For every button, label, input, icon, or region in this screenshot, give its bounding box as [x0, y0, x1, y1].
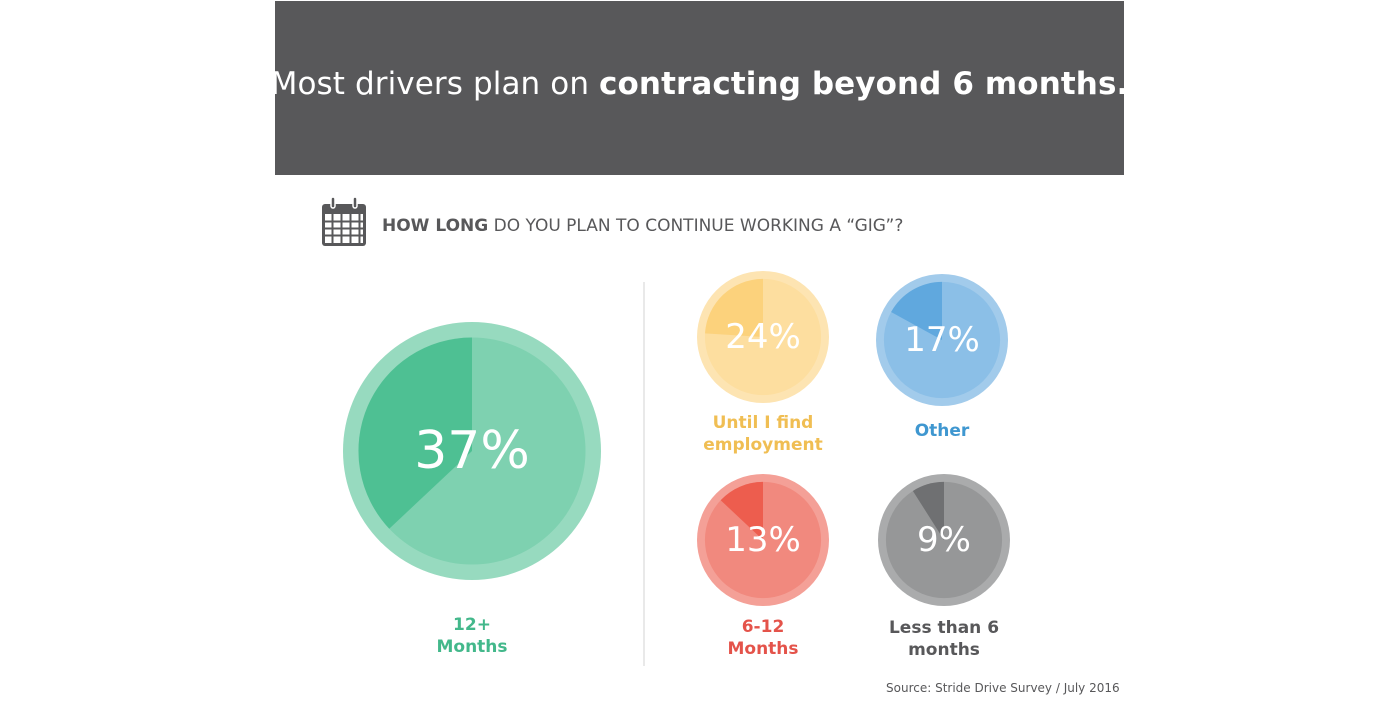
question-rest: DO YOU PLAN TO CONTINUE WORKING A “GIG”? [488, 216, 904, 236]
category-label-line: months [908, 640, 980, 660]
data-label-less-than-6-months: 9% [917, 520, 971, 560]
title-bold: contracting beyond 6 months. [599, 66, 1129, 102]
category-label-other: Other [915, 420, 970, 442]
category-label-line: employment [703, 435, 823, 455]
bubble-12-months [343, 322, 601, 580]
category-label-line: Until I find [712, 413, 814, 433]
bubble-other [876, 274, 1008, 406]
category-label-line: Months [436, 637, 508, 657]
category-label-line: Other [914, 421, 970, 441]
category-label-12-months: 12+ Months [436, 614, 507, 658]
survey-question: HOW LONG DO YOU PLAN TO CONTINUE WORKING… [382, 216, 903, 236]
category-label-line: Less than 6 [888, 618, 1000, 638]
data-label-other: 17% [904, 320, 980, 360]
category-label-line: 12+ [453, 615, 491, 635]
header-banner: Most drivers plan on contracting beyond … [271, 1, 1128, 175]
data-label-until-i-find-employment: 24% [725, 317, 801, 357]
title-regular: Most drivers plan on [270, 66, 600, 102]
source-note: Source: Stride Drive Survey / July 2016 [886, 681, 1120, 695]
pie-slice [912, 481, 944, 540]
category-label-line: Months [727, 639, 799, 659]
divider [643, 282, 645, 666]
bubble-until-i-find-employment [697, 271, 829, 403]
pie-slice [891, 281, 942, 340]
category-label-less-than-6-months: Less than 6 months [889, 617, 999, 661]
category-label-line: 6-12 [741, 617, 785, 637]
pie-slice [358, 337, 472, 529]
bubble-6-12-months [697, 474, 829, 606]
page-title: Most drivers plan on contracting beyond … [271, 66, 1129, 110]
pie-slice [705, 278, 763, 337]
question-bold: HOW LONG [382, 216, 489, 236]
bubble-less-than-6-months [878, 474, 1010, 606]
category-label-6-12-months: 6-12 Months [727, 616, 798, 660]
calendar-icon [322, 196, 366, 246]
category-label-until-i-find-employment: Until I find employment [703, 412, 822, 456]
pie-slice [720, 481, 763, 540]
data-label-6-12-months: 13% [725, 520, 801, 560]
data-label-12-months: 37% [414, 421, 530, 481]
